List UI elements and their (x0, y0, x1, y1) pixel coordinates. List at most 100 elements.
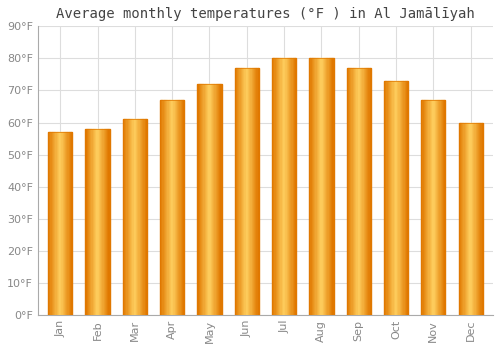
Bar (70, 132, 71, 315)
Bar (129, 119, 130, 315)
Bar (177, 100, 178, 315)
Bar (388, 81, 389, 315)
Bar (331, 58, 332, 315)
Bar (256, 68, 258, 315)
Bar (237, 68, 238, 315)
Bar (286, 58, 288, 315)
Bar (460, 122, 461, 315)
Bar (313, 58, 314, 315)
Bar (198, 84, 222, 315)
Bar (458, 122, 483, 315)
Bar (464, 122, 466, 315)
Bar (244, 68, 246, 315)
Bar (426, 100, 428, 315)
Bar (401, 81, 402, 315)
Bar (330, 58, 331, 315)
Bar (238, 68, 240, 315)
Bar (161, 100, 162, 315)
Bar (397, 81, 398, 315)
Bar (479, 122, 480, 315)
Bar (176, 100, 177, 315)
Bar (390, 81, 391, 315)
Bar (105, 129, 106, 315)
Bar (178, 100, 180, 315)
Bar (407, 81, 408, 315)
Bar (94, 129, 95, 315)
Bar (295, 58, 296, 315)
Bar (292, 58, 294, 315)
Bar (86, 129, 110, 315)
Bar (473, 122, 474, 315)
Bar (216, 84, 218, 315)
Bar (482, 122, 483, 315)
Bar (289, 58, 290, 315)
Bar (108, 129, 110, 315)
Bar (424, 100, 425, 315)
Bar (406, 81, 407, 315)
Bar (202, 84, 203, 315)
Bar (136, 119, 138, 315)
Bar (171, 100, 172, 315)
Bar (361, 68, 362, 315)
Bar (130, 119, 131, 315)
Bar (248, 68, 249, 315)
Bar (392, 81, 394, 315)
Bar (326, 58, 328, 315)
Bar (431, 100, 432, 315)
Bar (122, 119, 124, 315)
Bar (144, 119, 146, 315)
Bar (59, 132, 60, 315)
Bar (174, 100, 176, 315)
Bar (134, 119, 135, 315)
Bar (250, 68, 252, 315)
Bar (440, 100, 442, 315)
Bar (356, 68, 358, 315)
Bar (386, 81, 388, 315)
Bar (52, 132, 53, 315)
Bar (348, 68, 349, 315)
Bar (320, 58, 322, 315)
Bar (288, 58, 289, 315)
Bar (95, 129, 96, 315)
Bar (106, 129, 107, 315)
Bar (434, 100, 436, 315)
Bar (96, 129, 98, 315)
Bar (234, 68, 259, 315)
Bar (324, 58, 325, 315)
Bar (425, 100, 426, 315)
Bar (290, 58, 292, 315)
Bar (400, 81, 401, 315)
Bar (349, 68, 350, 315)
Bar (206, 84, 207, 315)
Bar (92, 129, 94, 315)
Bar (274, 58, 276, 315)
Bar (458, 122, 483, 315)
Bar (437, 100, 438, 315)
Bar (365, 68, 366, 315)
Bar (132, 119, 134, 315)
Bar (214, 84, 216, 315)
Bar (358, 68, 360, 315)
Bar (180, 100, 182, 315)
Bar (310, 58, 334, 315)
Bar (66, 132, 68, 315)
Title: Average monthly temperatures (°F ) in Al Jamālīyah: Average monthly temperatures (°F ) in Al… (56, 7, 475, 21)
Bar (279, 58, 280, 315)
Bar (68, 132, 70, 315)
Bar (247, 68, 248, 315)
Bar (166, 100, 168, 315)
Bar (318, 58, 319, 315)
Bar (146, 119, 147, 315)
Bar (443, 100, 444, 315)
Bar (404, 81, 406, 315)
Bar (125, 119, 126, 315)
Bar (200, 84, 201, 315)
Bar (162, 100, 164, 315)
Bar (391, 81, 392, 315)
Bar (88, 129, 89, 315)
Bar (444, 100, 446, 315)
Bar (283, 58, 284, 315)
Bar (168, 100, 170, 315)
Bar (346, 68, 348, 315)
Bar (398, 81, 400, 315)
